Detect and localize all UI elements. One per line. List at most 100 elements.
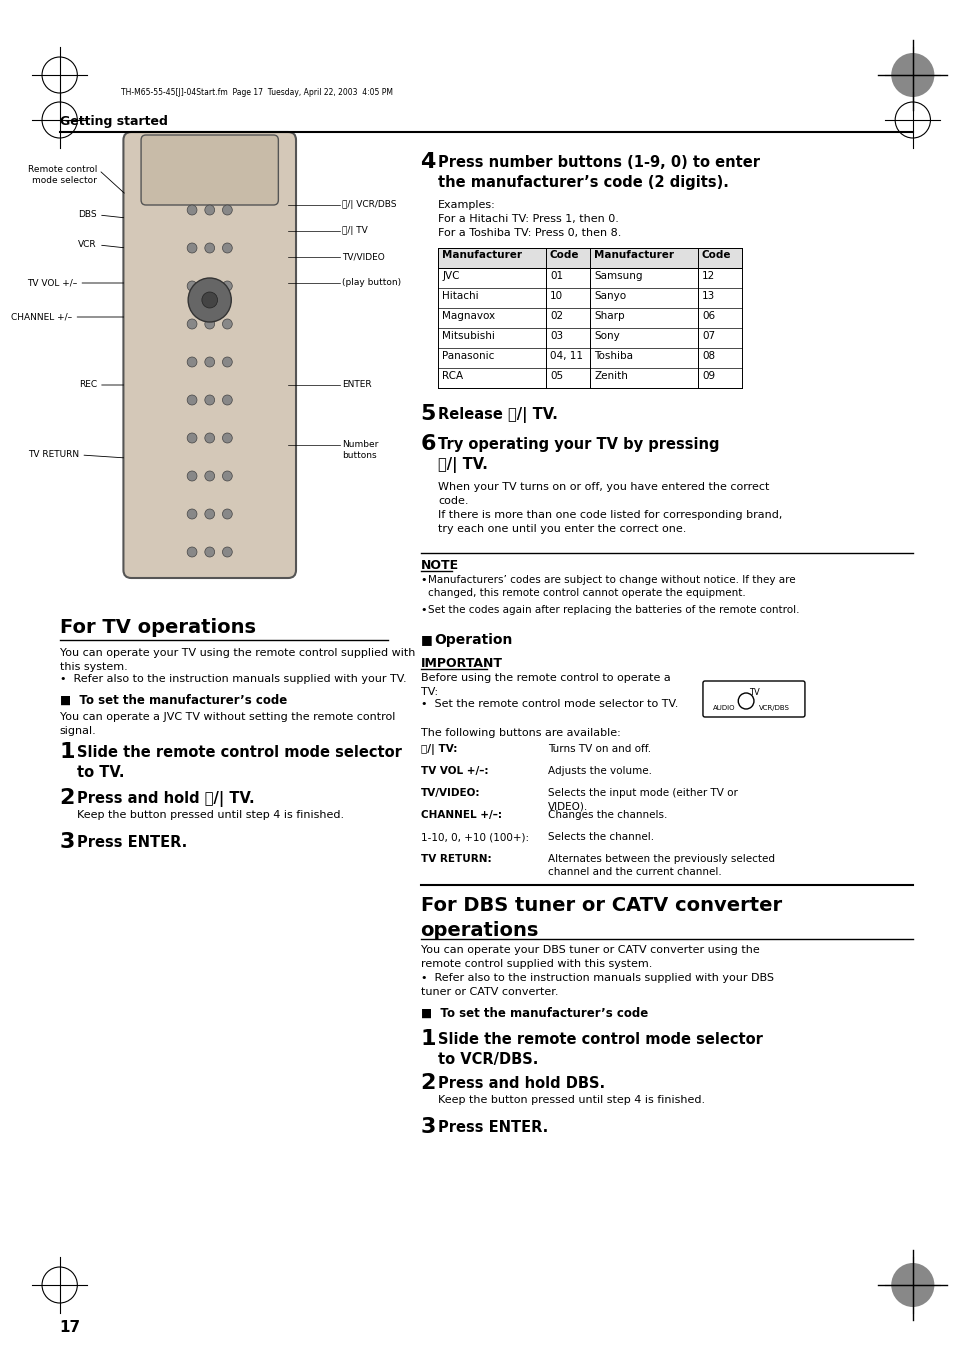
Text: VCR/DBS: VCR/DBS bbox=[758, 705, 789, 711]
Text: 10: 10 bbox=[550, 290, 562, 301]
Text: 4: 4 bbox=[420, 153, 436, 172]
Text: 05: 05 bbox=[550, 372, 562, 381]
Circle shape bbox=[222, 281, 232, 290]
Text: (play button): (play button) bbox=[342, 278, 401, 286]
Text: Samsung: Samsung bbox=[594, 272, 642, 281]
Text: 13: 13 bbox=[701, 290, 715, 301]
Text: Release ⓧ/| TV.: Release ⓧ/| TV. bbox=[437, 407, 558, 423]
Text: When your TV turns on or off, you have entered the correct
code.
If there is mor: When your TV turns on or off, you have e… bbox=[437, 482, 781, 534]
Text: 5: 5 bbox=[420, 404, 436, 424]
Text: ENTER: ENTER bbox=[342, 380, 372, 389]
Text: TV RETURN: TV RETURN bbox=[29, 450, 79, 459]
Circle shape bbox=[222, 471, 232, 481]
Text: DBS: DBS bbox=[78, 209, 97, 219]
Text: Code: Code bbox=[550, 250, 578, 259]
Text: Manufacturers’ codes are subject to change without notice. If they are
changed, : Manufacturers’ codes are subject to chan… bbox=[428, 576, 795, 598]
Text: Selects the channel.: Selects the channel. bbox=[547, 832, 654, 842]
Circle shape bbox=[890, 53, 933, 97]
Text: 09: 09 bbox=[701, 372, 715, 381]
Text: Sharp: Sharp bbox=[594, 311, 624, 322]
Text: Manufacturer: Manufacturer bbox=[594, 250, 674, 259]
Text: TV/VIDEO:: TV/VIDEO: bbox=[420, 788, 479, 798]
Text: 2: 2 bbox=[420, 1073, 436, 1093]
Circle shape bbox=[222, 205, 232, 215]
Circle shape bbox=[738, 693, 753, 709]
Circle shape bbox=[222, 509, 232, 519]
Text: •  Refer also to the instruction manuals supplied with your TV.: • Refer also to the instruction manuals … bbox=[60, 674, 406, 684]
Text: 01: 01 bbox=[550, 272, 562, 281]
Circle shape bbox=[222, 319, 232, 330]
Circle shape bbox=[202, 292, 217, 308]
Text: ■: ■ bbox=[420, 634, 432, 646]
Text: Press ENTER.: Press ENTER. bbox=[437, 1120, 548, 1135]
Circle shape bbox=[205, 434, 214, 443]
Text: 3: 3 bbox=[60, 832, 75, 852]
FancyBboxPatch shape bbox=[123, 132, 295, 578]
Text: CHANNEL +/–: CHANNEL +/– bbox=[11, 312, 72, 322]
Text: Sanyo: Sanyo bbox=[594, 290, 625, 301]
Text: Try operating your TV by pressing
ⓧ/| TV.: Try operating your TV by pressing ⓧ/| TV… bbox=[437, 436, 719, 473]
Bar bbox=[437, 249, 741, 267]
FancyBboxPatch shape bbox=[141, 135, 278, 205]
Text: ■  To set the manufacturer’s code: ■ To set the manufacturer’s code bbox=[420, 1006, 647, 1020]
Text: TH-M65-55-45[J]-04Start.fm  Page 17  Tuesday, April 22, 2003  4:05 PM: TH-M65-55-45[J]-04Start.fm Page 17 Tuesd… bbox=[121, 88, 393, 97]
Text: IMPORTANT: IMPORTANT bbox=[420, 657, 502, 670]
Text: The following buttons are available:: The following buttons are available: bbox=[420, 728, 619, 738]
Circle shape bbox=[890, 1263, 933, 1306]
Text: For TV operations: For TV operations bbox=[60, 617, 255, 638]
Text: 02: 02 bbox=[550, 311, 562, 322]
Text: Slide the remote control mode selector
to VCR/DBS.: Slide the remote control mode selector t… bbox=[437, 1032, 762, 1067]
Circle shape bbox=[205, 394, 214, 405]
Text: VCR: VCR bbox=[78, 240, 97, 249]
Text: ⓧ/| TV: ⓧ/| TV bbox=[342, 226, 368, 235]
Circle shape bbox=[187, 394, 196, 405]
Circle shape bbox=[205, 547, 214, 557]
FancyBboxPatch shape bbox=[702, 681, 804, 717]
Text: Alternates between the previously selected
channel and the current channel.: Alternates between the previously select… bbox=[547, 854, 774, 877]
Text: 1-10, 0, +10 (100+):: 1-10, 0, +10 (100+): bbox=[420, 832, 528, 842]
Text: Turns TV on and off.: Turns TV on and off. bbox=[547, 744, 651, 754]
Text: Toshiba: Toshiba bbox=[594, 351, 633, 361]
Circle shape bbox=[205, 509, 214, 519]
Text: •: • bbox=[420, 576, 427, 585]
Text: Magnavox: Magnavox bbox=[441, 311, 495, 322]
Text: CHANNEL +/–:: CHANNEL +/–: bbox=[420, 811, 501, 820]
Circle shape bbox=[187, 547, 196, 557]
Circle shape bbox=[187, 319, 196, 330]
Text: Press and hold ⓧ/| TV.: Press and hold ⓧ/| TV. bbox=[77, 790, 254, 807]
Circle shape bbox=[205, 471, 214, 481]
Text: Getting started: Getting started bbox=[60, 115, 168, 128]
Circle shape bbox=[222, 547, 232, 557]
Circle shape bbox=[205, 357, 214, 367]
Circle shape bbox=[205, 319, 214, 330]
Text: ■  To set the manufacturer’s code: ■ To set the manufacturer’s code bbox=[60, 694, 287, 707]
Circle shape bbox=[187, 509, 196, 519]
Text: Changes the channels.: Changes the channels. bbox=[547, 811, 667, 820]
Circle shape bbox=[187, 243, 196, 253]
Text: Manufacturer: Manufacturer bbox=[441, 250, 521, 259]
Text: 6: 6 bbox=[420, 434, 436, 454]
Text: •  Set the remote control mode selector to TV.: • Set the remote control mode selector t… bbox=[420, 698, 678, 709]
Text: REC: REC bbox=[79, 380, 97, 389]
Circle shape bbox=[187, 434, 196, 443]
Text: TV: TV bbox=[748, 688, 759, 697]
Text: Remote control
mode selector: Remote control mode selector bbox=[28, 165, 97, 185]
Text: You can operate your DBS tuner or CATV converter using the
remote control suppli: You can operate your DBS tuner or CATV c… bbox=[420, 944, 773, 997]
Text: Hitachi: Hitachi bbox=[441, 290, 478, 301]
Text: Press and hold DBS.: Press and hold DBS. bbox=[437, 1075, 605, 1092]
Text: ⓧ/| VCR/DBS: ⓧ/| VCR/DBS bbox=[342, 200, 396, 209]
Circle shape bbox=[187, 205, 196, 215]
Text: Before using the remote control to operate a
TV:: Before using the remote control to opera… bbox=[420, 673, 670, 697]
Text: You can operate your TV using the remote control supplied with
this system.: You can operate your TV using the remote… bbox=[60, 648, 415, 671]
Text: RCA: RCA bbox=[441, 372, 463, 381]
Text: 03: 03 bbox=[550, 331, 562, 340]
Text: Panasonic: Panasonic bbox=[441, 351, 494, 361]
Text: 17: 17 bbox=[60, 1320, 81, 1335]
Circle shape bbox=[187, 357, 196, 367]
Text: Keep the button pressed until step 4 is finished.: Keep the button pressed until step 4 is … bbox=[437, 1096, 704, 1105]
Text: Operation: Operation bbox=[434, 634, 512, 647]
Text: 06: 06 bbox=[701, 311, 715, 322]
Text: Sony: Sony bbox=[594, 331, 619, 340]
Circle shape bbox=[187, 471, 196, 481]
Text: Keep the button pressed until step 4 is finished.: Keep the button pressed until step 4 is … bbox=[77, 811, 344, 820]
